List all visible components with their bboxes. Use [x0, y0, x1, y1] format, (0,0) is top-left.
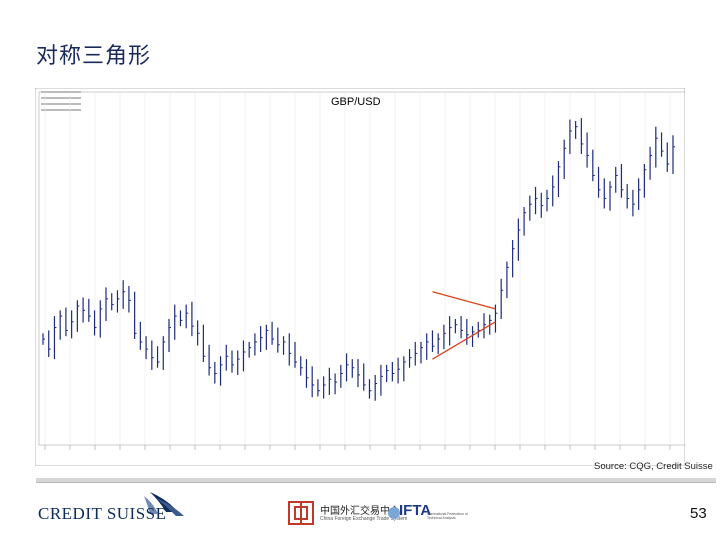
footer-divider-line: [36, 482, 716, 483]
vertical-gridlines: [44, 92, 671, 445]
cfets-emblem-icon: [288, 501, 314, 525]
ifta-subtitle: International Federation of Technical An…: [427, 512, 468, 520]
chart-frame: GBP/USD 1.62001.60001.58001.56001.54001.…: [35, 88, 685, 466]
chart-border: [35, 88, 685, 466]
chart-title: GBP/USD: [331, 96, 381, 108]
plot-area: [38, 91, 685, 446]
page-number: 53: [690, 505, 707, 522]
footer-divider: [36, 478, 716, 482]
cfets-english: China Foreign Exchange Trade System: [320, 516, 408, 522]
triangle-lower-line: [432, 321, 496, 360]
legend-line: [41, 97, 81, 99]
price-chart: GBP/USD 1.62001.60001.58001.56001.54001.…: [35, 88, 685, 466]
cfets-name: 中国外汇交易中心: [320, 506, 400, 517]
sail-icon: [144, 492, 184, 516]
legend-line: [41, 103, 81, 105]
legend-line: [41, 109, 81, 111]
ifta-globe-icon: [388, 507, 400, 519]
partner-logos: 中国外汇交易中心 China Foreign Exchange Trade Sy…: [287, 500, 477, 526]
source-note: Source: CQG, Credit Suisse: [594, 461, 713, 472]
credit-suisse-logo: CREDIT SUISSE: [38, 490, 188, 530]
chart-legend: [41, 91, 81, 111]
x-axis-ticks: [44, 445, 671, 450]
triangle-lines: [432, 291, 496, 360]
company-name: CREDIT SUISSE: [38, 504, 167, 523]
slide-title: 对称三角形: [36, 44, 152, 69]
triangle-upper-line: [432, 291, 496, 310]
legend-line: [41, 91, 81, 93]
ifta-logo: IFTA: [399, 502, 432, 519]
candles: [42, 118, 675, 401]
